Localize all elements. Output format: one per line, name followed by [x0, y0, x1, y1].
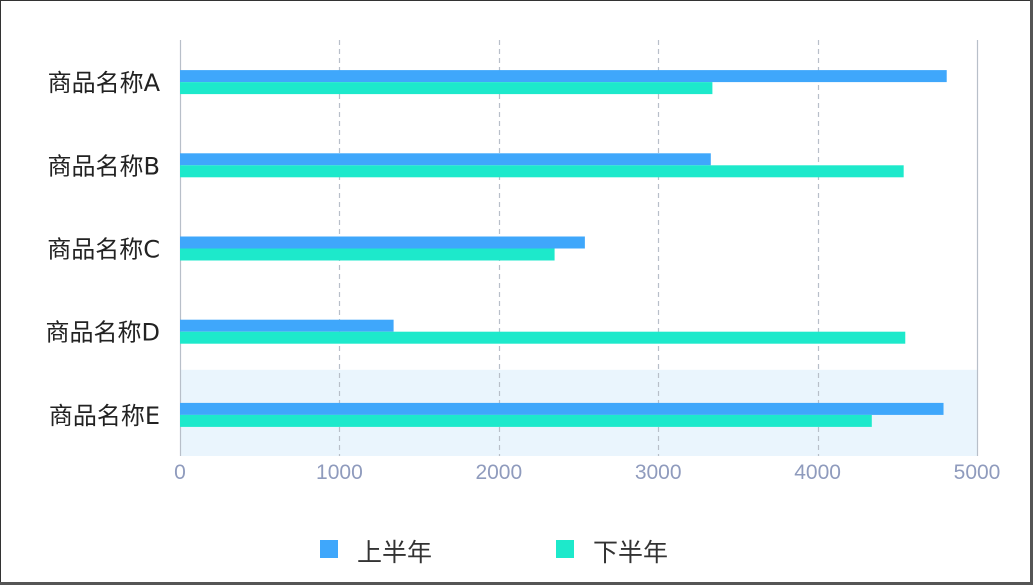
category-label: 商品名称B	[48, 152, 160, 180]
frame-edge-right	[1030, 0, 1033, 585]
x-tick-label: 4000	[794, 461, 841, 484]
legend-label: 上半年	[357, 538, 432, 567]
category-label: 商品名称E	[49, 402, 160, 430]
x-tick-labels-layer: 0 1000 2000 3000 4000 5000	[174, 461, 1000, 484]
bar-second-half[interactable]	[180, 414, 872, 427]
bar-second-half[interactable]	[180, 331, 906, 344]
bar-first-half[interactable]	[180, 319, 394, 332]
frame-edge-bottom	[0, 582, 1033, 585]
legend-label: 下半年	[593, 538, 668, 567]
category-labels-layer: 商品名称A 商品名称B 商品名称C 商品名称D 商品名称E	[46, 69, 161, 430]
x-tick-label: 1000	[316, 461, 363, 484]
legend-item-second-half[interactable]: 下半年	[556, 538, 668, 567]
x-tick-label: 3000	[635, 461, 682, 484]
bar-first-half[interactable]	[180, 402, 944, 415]
bar-second-half[interactable]	[180, 248, 555, 261]
legend[interactable]: 上半年 下半年	[320, 538, 668, 567]
bars-layer[interactable]	[180, 70, 947, 427]
category-label: 商品名称C	[47, 236, 160, 264]
legend-item-first-half[interactable]: 上半年	[320, 538, 432, 567]
category-label: 商品名称D	[46, 319, 160, 347]
x-tick-label: 2000	[475, 461, 522, 484]
bar-first-half[interactable]	[180, 70, 947, 83]
bar-second-half[interactable]	[180, 165, 904, 178]
legend-swatch	[320, 540, 338, 558]
bar-first-half[interactable]	[180, 236, 585, 249]
bar-first-half[interactable]	[180, 153, 711, 166]
legend-swatch	[556, 540, 574, 558]
bar-second-half[interactable]	[180, 82, 713, 95]
category-label: 商品名称A	[48, 69, 161, 97]
x-tick-label: 5000	[954, 461, 1001, 484]
x-tick-label: 0	[174, 461, 186, 484]
